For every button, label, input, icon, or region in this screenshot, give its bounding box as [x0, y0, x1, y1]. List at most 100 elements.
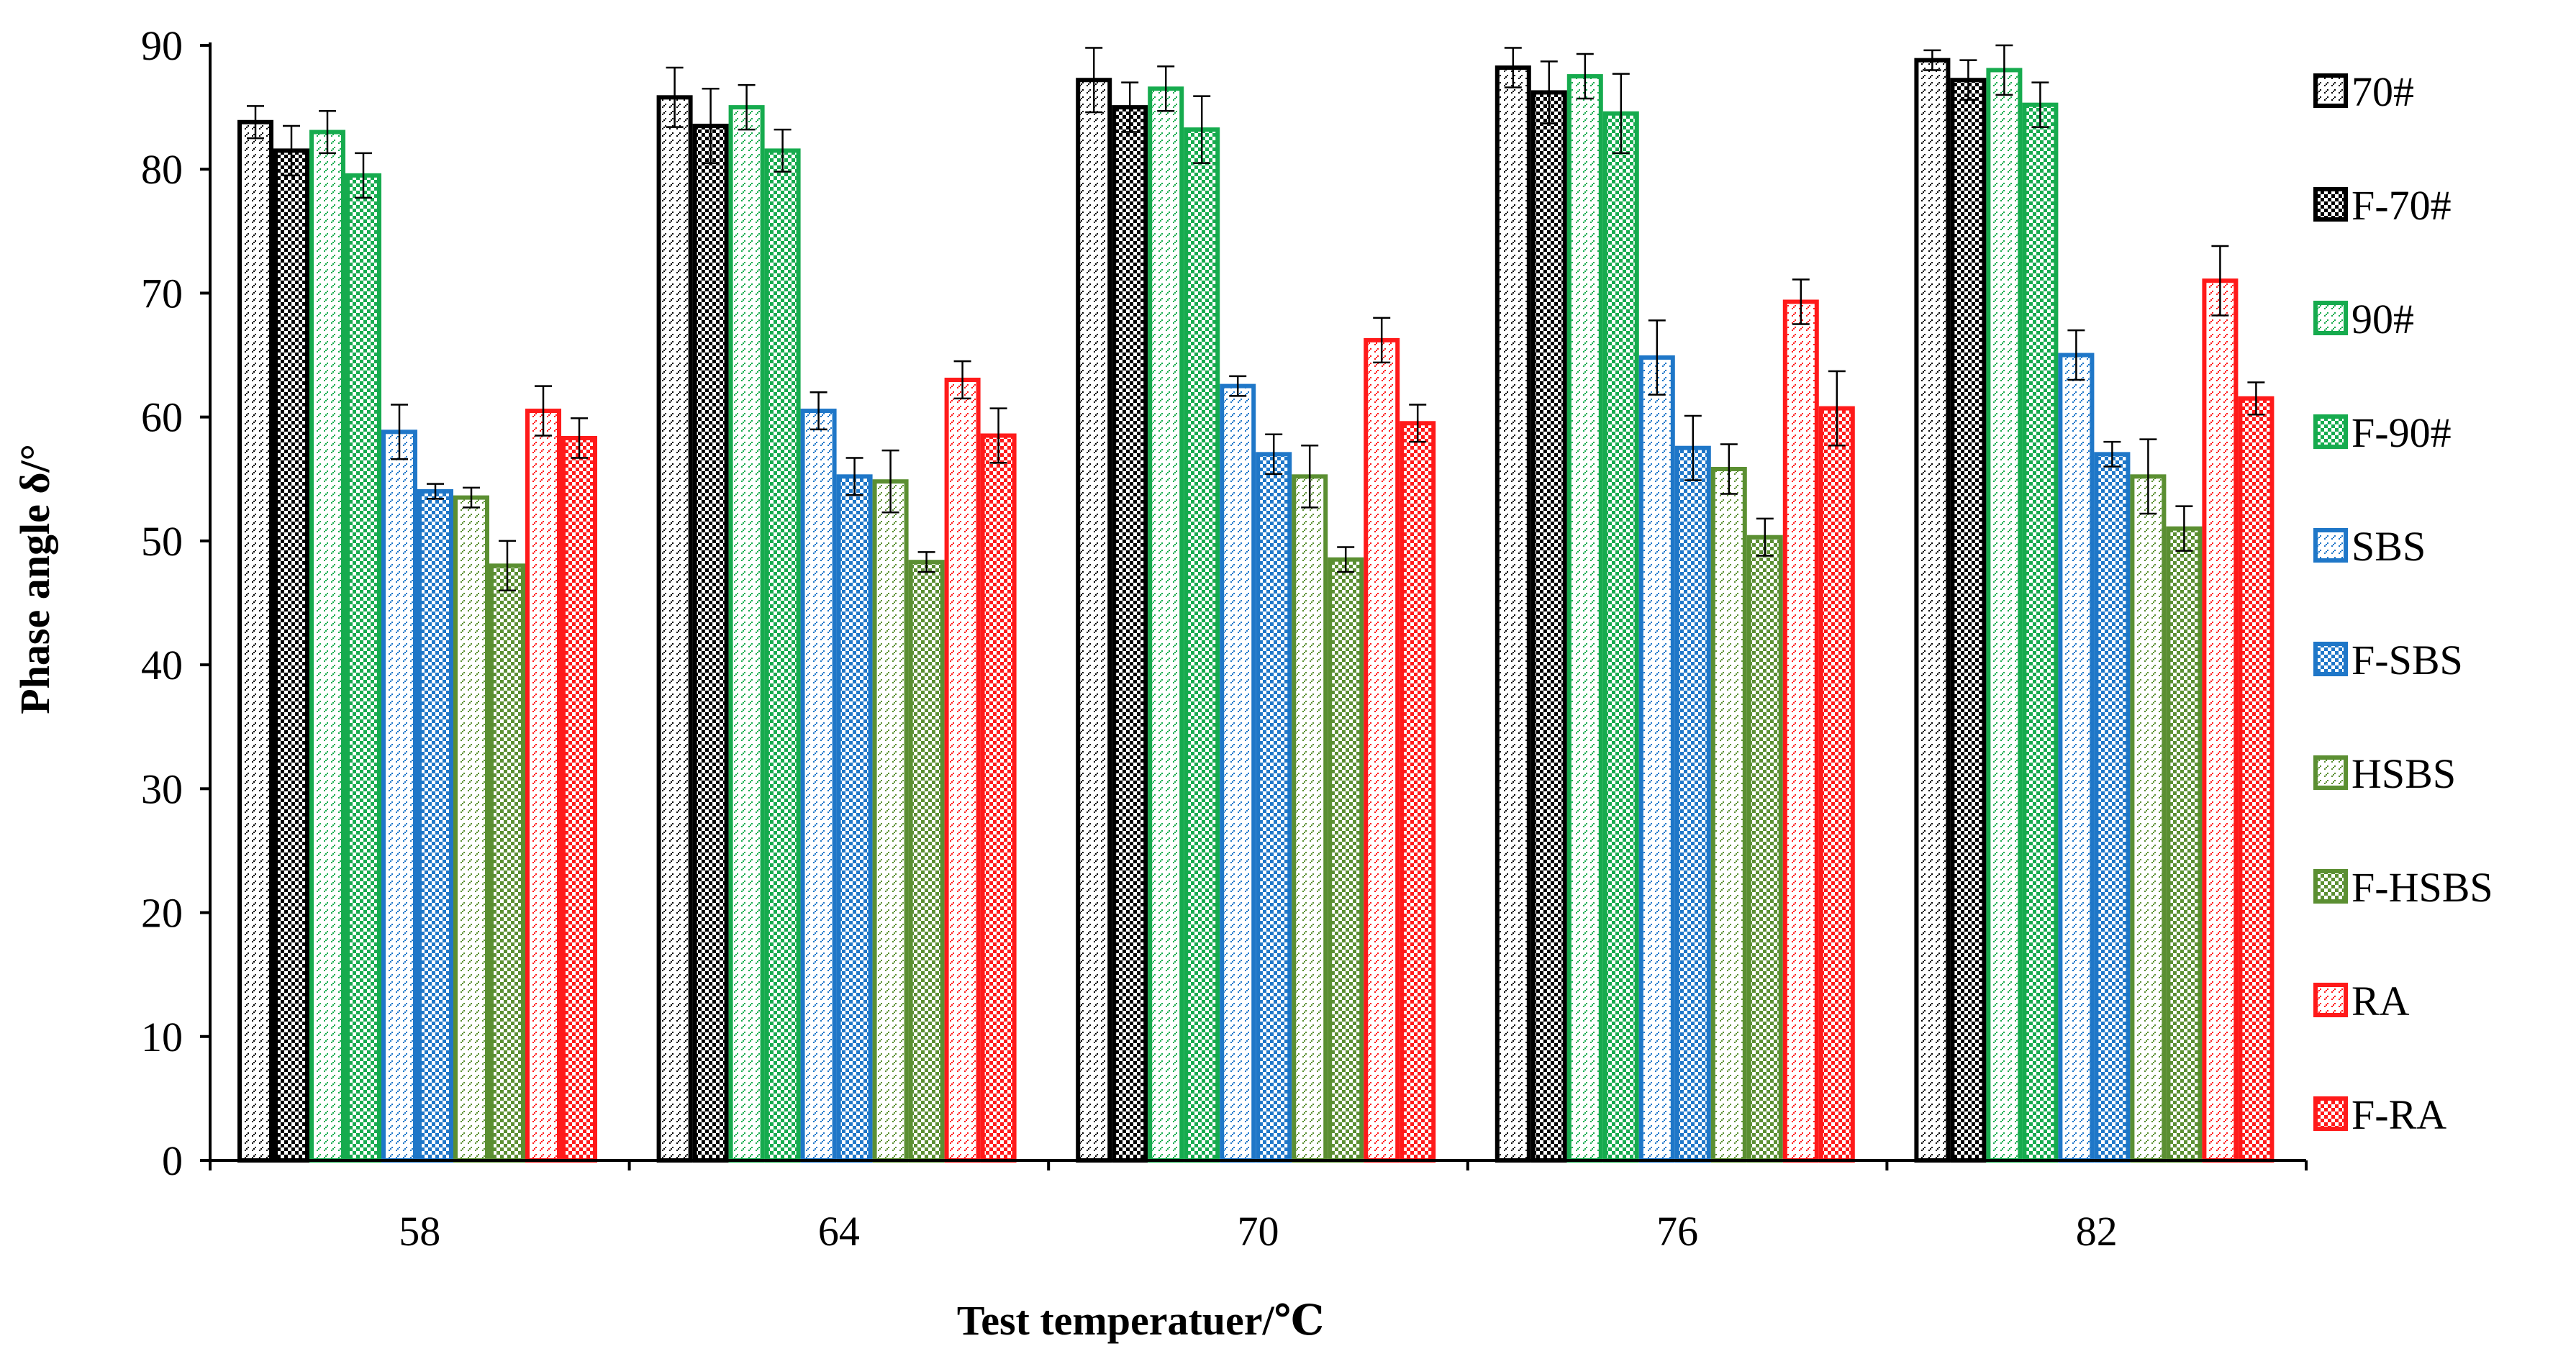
bar-RA-82	[2202, 278, 2239, 1163]
bar-70#-76	[1495, 65, 1531, 1163]
bar-F-HSBS-64	[908, 560, 945, 1163]
x-tick-label-70: 70	[1238, 1208, 1279, 1255]
bar-RA-64	[944, 378, 981, 1163]
y-tick-label-90: 90	[141, 22, 183, 69]
legend-item-RA: RA	[2313, 978, 2410, 1024]
bar-F-70#-70	[1112, 105, 1148, 1163]
bar-RA-76	[1782, 299, 1819, 1163]
legend-swatch	[2313, 1096, 2348, 1131]
bar-RA-58	[525, 409, 561, 1163]
legend-swatch	[2313, 869, 2348, 904]
bar-F-RA-58	[561, 435, 597, 1163]
legend-swatch	[2313, 755, 2348, 790]
y-tick-label-60: 60	[141, 394, 183, 441]
bar-90#-82	[1986, 68, 2023, 1163]
tick-labels-layer: 0 10 20 30 40 50 60 70 80 90 58 64 70 76 82	[141, 22, 2118, 1255]
legend-swatch	[2313, 983, 2348, 1017]
y-axis-title: Phase angle δ/°	[12, 444, 58, 714]
legend-swatch	[2313, 301, 2348, 335]
bar-HSBS-58	[453, 495, 489, 1163]
legend-label: 70#	[2351, 68, 2414, 115]
bar-F-90#-58	[345, 173, 381, 1163]
bar-SBS-76	[1638, 355, 1675, 1163]
legend-item-SBS: SBS	[2313, 523, 2426, 570]
bar-70#-70	[1076, 78, 1112, 1163]
bar-F-90#-76	[1602, 111, 1639, 1163]
x-tick-label-58: 58	[399, 1208, 440, 1255]
bar-HSBS-64	[872, 479, 909, 1163]
bar-HSBS-76	[1710, 467, 1747, 1163]
bar-F-70#-64	[692, 123, 729, 1163]
legend-item-F-90#: F-90#	[2313, 409, 2452, 456]
bar-90#-70	[1148, 86, 1184, 1163]
x-tick-label-82: 82	[2076, 1208, 2118, 1255]
legend-item-F-HSBS: F-HSBS	[2313, 864, 2493, 911]
legend-swatch	[2313, 528, 2348, 563]
bar-F-SBS-76	[1674, 445, 1711, 1163]
x-tick-label-64: 64	[818, 1208, 860, 1255]
legend-item-F-SBS: F-SBS	[2313, 637, 2463, 683]
bar-SBS-82	[2058, 353, 2095, 1163]
bar-F-RA-64	[980, 433, 1017, 1163]
bar-SBS-64	[800, 409, 837, 1163]
y-tick-label-80: 80	[141, 146, 183, 193]
x-tick-label-76: 76	[1656, 1208, 1698, 1255]
legend-label: F-SBS	[2351, 637, 2463, 683]
bar-70#-58	[237, 119, 273, 1163]
bar-F-70#-58	[273, 148, 309, 1163]
bar-F-SBS-64	[836, 474, 873, 1163]
bar-F-HSBS-70	[1328, 557, 1364, 1163]
bar-F-SBS-82	[2094, 452, 2131, 1163]
legend-label: HSBS	[2351, 750, 2456, 797]
legend-item-HSBS: HSBS	[2313, 750, 2456, 797]
bar-F-HSBS-76	[1746, 535, 1783, 1163]
legend-label: RA	[2351, 978, 2410, 1024]
legend-item-90#: 90#	[2313, 296, 2414, 342]
bar-90#-76	[1566, 74, 1603, 1163]
legend-label: 90#	[2351, 296, 2414, 342]
y-tick-label-70: 70	[141, 270, 183, 317]
bar-F-SBS-58	[417, 489, 453, 1163]
legend-label: F-RA	[2351, 1091, 2446, 1138]
y-tick-label-10: 10	[141, 1014, 183, 1060]
legend: 70# F-70# 90# F-90# SBS F-SBS HSBS F-HSBS RA F-RA	[2313, 68, 2493, 1138]
bar-F-SBS-70	[1256, 452, 1292, 1163]
bar-90#-64	[728, 105, 765, 1163]
legend-swatch	[2313, 73, 2348, 108]
bar-F-RA-70	[1400, 421, 1436, 1163]
bar-F-70#-82	[1950, 78, 1987, 1163]
legend-label: F-HSBS	[2351, 864, 2493, 911]
bar-90#-58	[309, 129, 345, 1163]
legend-swatch	[2313, 642, 2348, 676]
legend-label: SBS	[2351, 523, 2426, 570]
bars-layer	[237, 58, 2275, 1163]
legend-swatch	[2313, 187, 2348, 222]
axes-layer	[200, 42, 2308, 1170]
bar-F-RA-82	[2238, 396, 2275, 1163]
y-tick-label-50: 50	[141, 518, 183, 565]
legend-item-F-70#: F-70#	[2313, 182, 2452, 229]
bar-F-HSBS-58	[489, 563, 525, 1163]
bar-F-90#-70	[1184, 127, 1220, 1163]
bar-F-RA-76	[1818, 406, 1855, 1163]
bar-HSBS-82	[2130, 474, 2167, 1163]
legend-label: F-90#	[2351, 409, 2452, 456]
legend-item-F-RA: F-RA	[2313, 1091, 2446, 1138]
bar-SBS-58	[381, 429, 417, 1163]
y-tick-label-0: 0	[162, 1137, 183, 1184]
y-tick-label-30: 30	[141, 765, 183, 812]
legend-swatch	[2313, 414, 2348, 449]
y-tick-label-40: 40	[141, 642, 183, 688]
bar-F-90#-82	[2022, 102, 2059, 1163]
bar-70#-64	[656, 95, 693, 1163]
bar-HSBS-70	[1292, 474, 1328, 1163]
bar-RA-70	[1364, 337, 1400, 1163]
bar-F-90#-64	[764, 148, 801, 1163]
x-axis-title: Test temperatuer/℃	[957, 1297, 1324, 1344]
bar-F-HSBS-82	[2166, 526, 2203, 1163]
bar-70#-82	[1914, 58, 1951, 1163]
legend-item-70#: 70#	[2313, 68, 2414, 115]
legend-label: F-70#	[2351, 182, 2452, 229]
y-tick-label-20: 20	[141, 890, 183, 937]
